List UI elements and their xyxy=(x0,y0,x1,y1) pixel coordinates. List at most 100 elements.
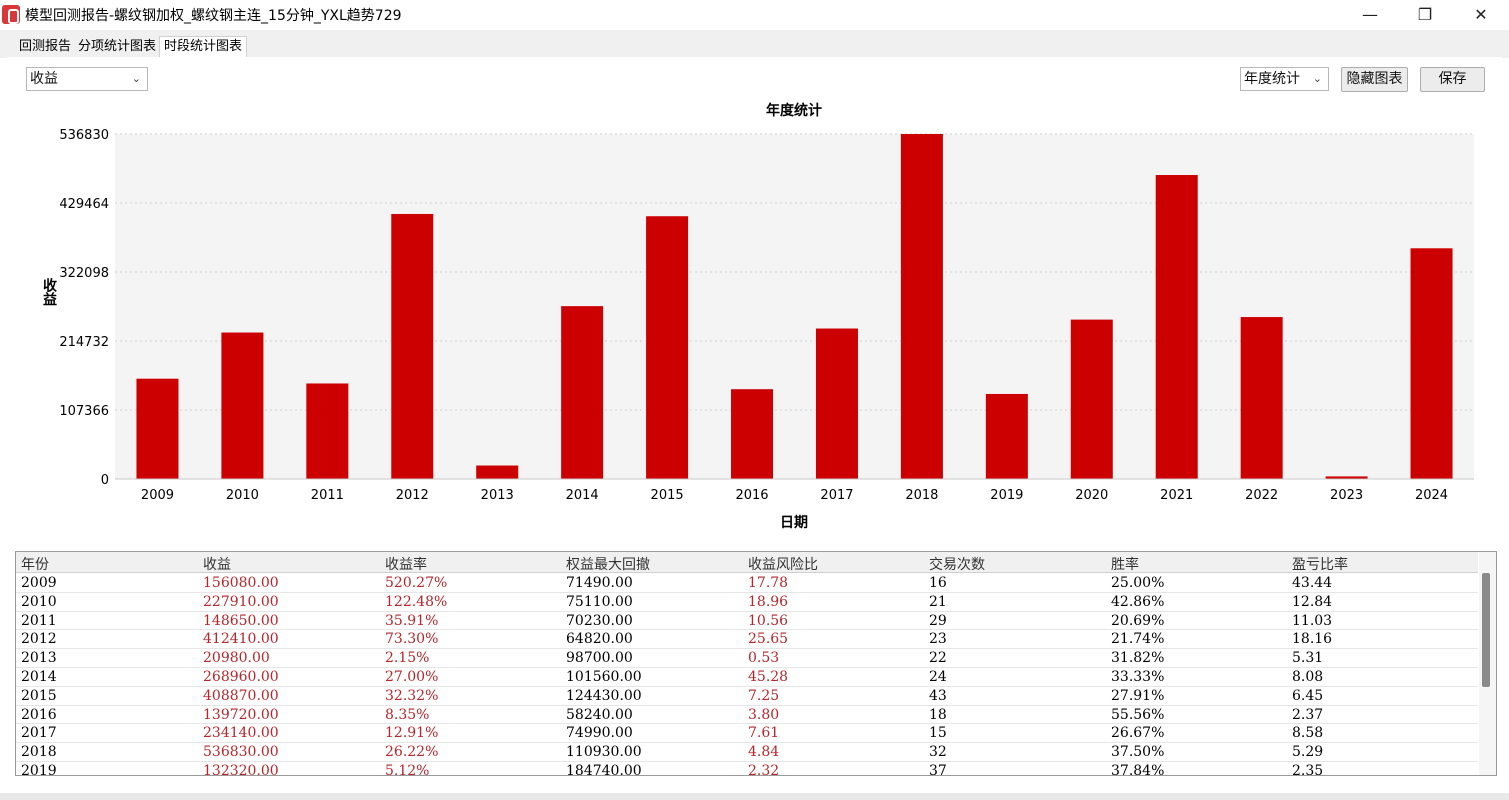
table-row[interactable]: 2014 268960.00 27.00% 101560.00 45.28 24 33.33… xyxy=(16,668,1478,687)
y-tick-labels: 0 107366 214732 322098 429464 536830 xyxy=(59,128,109,488)
table-cell: 25.00% xyxy=(1111,575,1165,591)
table-cell: 2019 xyxy=(21,763,57,776)
x-tick-label: 2012 xyxy=(396,488,429,503)
row-divider xyxy=(16,629,1478,631)
table-header: 年份 收益 收益率 权益最大回撤 收益风险比 交易次数 胜率 盈亏比率 xyxy=(16,552,1478,573)
column-header[interactable]: 交易次数 xyxy=(929,557,985,573)
chevron-down-icon: ⌄ xyxy=(1312,72,1322,85)
table-cell: 8.58 xyxy=(1292,725,1324,742)
bar-2016 xyxy=(731,389,774,479)
bar-2018 xyxy=(900,134,943,479)
column-header[interactable]: 收益率 xyxy=(385,557,427,573)
table-cell: 32.32% xyxy=(385,687,439,704)
column-header[interactable]: 盈亏比率 xyxy=(1292,557,1348,573)
app-logo-icon xyxy=(2,5,20,24)
column-header[interactable]: 收益 xyxy=(203,557,231,573)
metric-select[interactable]: 收益 ⌄ xyxy=(26,67,148,91)
table-cell: 22 xyxy=(929,650,947,667)
x-tick-label: 2023 xyxy=(1330,488,1363,503)
y-tick-label: 214732 xyxy=(59,335,109,350)
row-divider xyxy=(16,591,1478,593)
column-header[interactable]: 胜率 xyxy=(1111,557,1139,573)
table-cell: 42.86% xyxy=(1111,593,1165,610)
table-cell: 2015 xyxy=(21,687,57,704)
bar-2020 xyxy=(1070,319,1113,479)
table-cell: 20.69% xyxy=(1111,612,1165,629)
row-divider xyxy=(16,723,1478,725)
table-cell: 7.25 xyxy=(748,687,780,704)
column-header[interactable]: 年份 xyxy=(21,557,49,573)
status-strip xyxy=(0,793,1509,800)
table-cell: 139720.00 xyxy=(203,706,279,723)
table-row[interactable]: 2013 20980.00 2.15% 98700.00 0.53 22 31.82% 5.3… xyxy=(16,649,1478,668)
tab-item-stats-chart[interactable]: 分项统计图表 xyxy=(78,39,157,54)
table-row[interactable]: 2015 408870.00 32.32% 124430.00 7.25 43 27.91%… xyxy=(16,687,1478,706)
table-row[interactable]: 2012 412410.00 73.30% 64820.00 25.65 23 21.74%… xyxy=(16,630,1478,650)
y-tick-label: 0 xyxy=(101,473,109,488)
table-cell: 5.29 xyxy=(1292,744,1324,761)
row-divider xyxy=(16,648,1478,650)
x-tick-label: 2009 xyxy=(141,488,174,503)
table-row[interactable]: 2017 234140.00 12.91% 74990.00 7.61 15 26.67% 8… xyxy=(16,724,1478,744)
table-cell: 2.32 xyxy=(748,763,780,776)
table-cell: 11.03 xyxy=(1292,612,1333,629)
column-header[interactable]: 权益最大回撤 xyxy=(566,557,650,573)
table-cell: 122.48% xyxy=(385,593,448,610)
table-cell: 25.65 xyxy=(748,631,789,648)
table-row[interactable]: 2016 139720.00 8.35% 58240.00 3.80 18 55.56% 2.… xyxy=(16,706,1478,725)
table-row[interactable]: 2011 148650.00 35.91% 70230.00 10.56 29 20.69%… xyxy=(16,612,1478,631)
vertical-scrollbar[interactable] xyxy=(1479,552,1496,775)
column-header[interactable]: 收益风险比 xyxy=(748,557,818,573)
table-cell: 98700.00 xyxy=(566,650,633,667)
tab-period-stats-chart[interactable]: 时段统计图表 xyxy=(159,36,248,58)
table-cell: 8.35% xyxy=(385,706,430,723)
x-tick-label: 2019 xyxy=(990,488,1023,503)
table-cell: 20980.00 xyxy=(203,650,270,667)
table-cell: 17.78 xyxy=(748,575,789,591)
table-row[interactable]: 2010 227910.00 122.48% 75110.00 18.96 21 42.86… xyxy=(16,593,1478,612)
row-divider xyxy=(16,760,1478,762)
save-button[interactable]: 保存 xyxy=(1420,67,1485,92)
bar-2010 xyxy=(221,332,264,479)
table-cell: 2009 xyxy=(21,575,57,591)
table-cell: 31.82% xyxy=(1111,650,1165,667)
table-cell: 27.91% xyxy=(1111,687,1165,704)
table-cell: 75110.00 xyxy=(566,593,633,610)
period-select-value: 年度统计 xyxy=(1244,71,1300,87)
table-cell: 2014 xyxy=(21,669,57,685)
table-cell: 8.08 xyxy=(1292,669,1324,685)
hide-chart-button[interactable]: 隐藏图表 xyxy=(1341,67,1408,92)
table-cell: 26.22% xyxy=(385,744,439,761)
stats-table: 年份 收益 收益率 权益最大回撤 收益风险比 交易次数 胜率 盈亏比率 2009 156080.… xyxy=(15,551,1497,776)
tab-backtest-report[interactable]: 回测报告 xyxy=(19,39,72,54)
bar-chart: 年度统计 日期 收益 0 107366 214732 322098 429464 5368… xyxy=(41,102,1474,531)
scrollbar-thumb[interactable] xyxy=(1482,573,1490,687)
table-cell: 7.61 xyxy=(748,725,780,742)
table-row[interactable]: 2009 156080.00 520.27% 71490.00 17.78 16 25.00… xyxy=(16,574,1478,593)
table-cell: 23 xyxy=(929,631,947,648)
table-cell: 2013 xyxy=(21,650,57,667)
y-tick-label: 322098 xyxy=(59,266,109,281)
period-select[interactable]: 年度统计 ⌄ xyxy=(1240,67,1329,91)
table-cell: 18.96 xyxy=(748,593,789,610)
table-cell: 27.00% xyxy=(385,669,439,685)
table-cell: 12.91% xyxy=(385,725,439,742)
close-button[interactable]: ✕ xyxy=(1474,4,1488,24)
chevron-down-icon: ⌄ xyxy=(131,72,141,85)
table-cell: 33.33% xyxy=(1111,669,1165,685)
restore-button[interactable]: ❐ xyxy=(1417,4,1433,24)
bar-2011 xyxy=(306,383,349,479)
y-axis-label: 收益 xyxy=(41,277,57,306)
table-cell: 71490.00 xyxy=(566,575,633,591)
table-cell: 15 xyxy=(929,725,947,742)
table-cell: 18 xyxy=(929,706,947,723)
table-cell: 2018 xyxy=(21,744,57,761)
minimize-button[interactable]: — xyxy=(1362,4,1378,24)
table-cell: 184740.00 xyxy=(566,763,642,776)
table-row[interactable]: 2019 132320.00 5.12% 184740.00 2.32 37 37.84% 2… xyxy=(16,762,1478,776)
table-row[interactable]: 2018 536830.00 26.22% 110930.00 4.84 32 37.50%… xyxy=(16,743,1478,762)
bar-2015 xyxy=(646,216,689,479)
table-cell: 0.53 xyxy=(748,650,780,667)
y-tick-label: 536830 xyxy=(59,128,109,143)
table-cell: 132320.00 xyxy=(203,763,279,776)
